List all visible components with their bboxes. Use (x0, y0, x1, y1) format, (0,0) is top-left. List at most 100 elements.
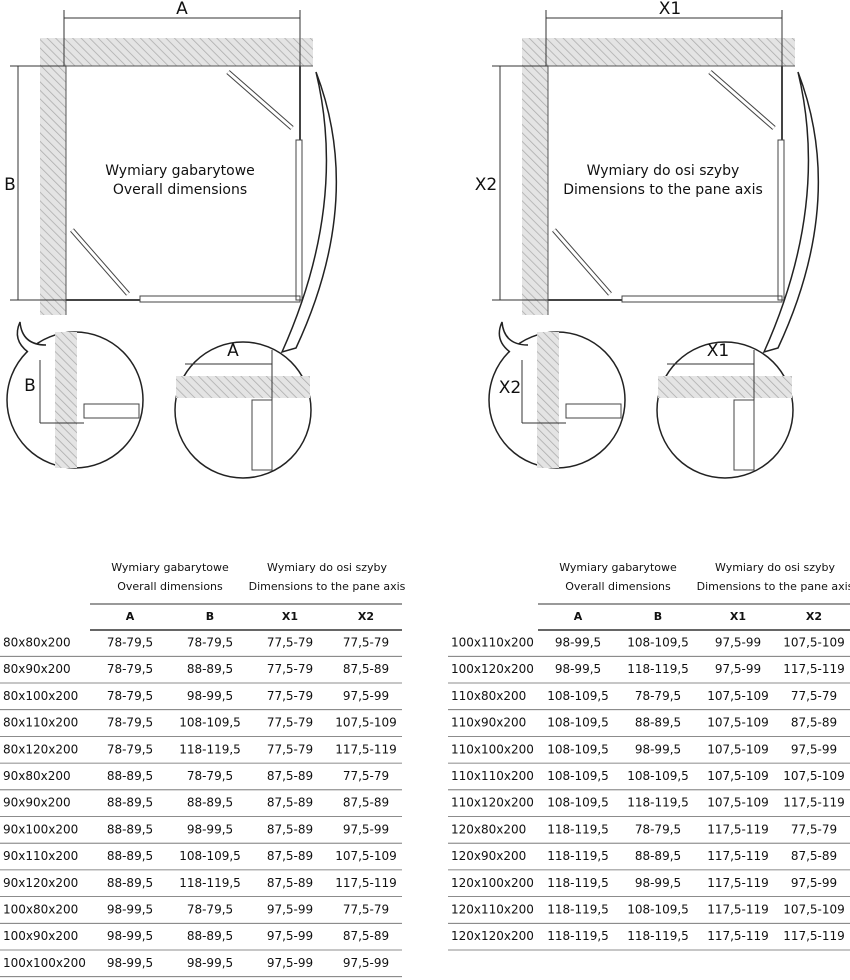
row-label: 80x90x200 (3, 662, 71, 676)
cell: 108-109,5 (627, 903, 689, 917)
cell: 118-119,5 (547, 929, 609, 943)
cell: 107,5-109 (707, 716, 769, 730)
cell: 87,5-89 (267, 796, 313, 810)
cell: 117,5-119 (783, 662, 845, 676)
diagram-overall: A B Wymiary gabarytowe Overall dimension… (4, 0, 336, 478)
plan-drawing (7, 10, 336, 478)
row-label: 100x100x200 (3, 956, 86, 970)
row-label: 110x110x200 (451, 769, 534, 783)
cell: 107,5-109 (707, 796, 769, 810)
cell: 107,5-109 (707, 742, 769, 756)
cell: 97,5-99 (343, 956, 389, 970)
cell: 107,5-109 (783, 769, 845, 783)
cell: 78-79,5 (107, 689, 153, 703)
row-label: 110x90x200 (451, 716, 526, 730)
row-label: 110x100x200 (451, 742, 534, 756)
cell: 88-89,5 (107, 849, 153, 863)
cell: 77,5-79 (267, 689, 313, 703)
column-header: B (206, 610, 214, 623)
diagram-axis: X1 X2 Wymiary do osi szyby Dimensions to… (475, 0, 819, 478)
row-label: 100x90x200 (3, 929, 78, 943)
tables: Wymiary gabarytowe Overall dimensions Wymi… (0, 561, 850, 978)
row-label: 110x120x200 (451, 796, 534, 810)
cell: 77,5-79 (791, 822, 837, 836)
cell: 97,5-99 (267, 929, 313, 943)
cell: 88-89,5 (187, 796, 233, 810)
cell: 117,5-119 (335, 742, 397, 756)
cell: 88-89,5 (107, 769, 153, 783)
group-header: Overall dimensions (565, 580, 671, 593)
group-header: Dimensions to the pane axis (697, 580, 850, 593)
cell: 98-99,5 (107, 929, 153, 943)
caption-en: Overall dimensions (113, 182, 247, 198)
cell: 118-119,5 (179, 876, 241, 890)
detail-side: B (24, 376, 36, 396)
cell: 117,5-119 (707, 929, 769, 943)
cell: 98-99,5 (555, 662, 601, 676)
cell: 118-119,5 (547, 822, 609, 836)
cell: 78-79,5 (107, 662, 153, 676)
cell: 78-79,5 (107, 716, 153, 730)
cell: 97,5-99 (267, 903, 313, 917)
row-label: 120x90x200 (451, 849, 526, 863)
cell: 97,5-99 (715, 662, 761, 676)
size-table: Wymiary gabarytowe Overall dimensions Wymi… (0, 561, 406, 978)
cell: 98-99,5 (107, 956, 153, 970)
cell: 97,5-99 (791, 876, 837, 890)
row-label: 120x100x200 (451, 876, 534, 890)
cell: 97,5-99 (343, 822, 389, 836)
cell: 97,5-99 (267, 956, 313, 970)
dim-side: B (4, 175, 16, 195)
row-label: 80x80x200 (3, 636, 71, 650)
cell: 87,5-89 (343, 929, 389, 943)
cell: 87,5-89 (791, 849, 837, 863)
cell: 118-119,5 (627, 662, 689, 676)
cell: 87,5-89 (267, 769, 313, 783)
cell: 88-89,5 (635, 849, 681, 863)
cell: 98-99,5 (187, 822, 233, 836)
column-header: X1 (730, 610, 746, 623)
row-label: 100x120x200 (451, 662, 534, 676)
cell: 118-119,5 (547, 903, 609, 917)
row-label: 80x120x200 (3, 742, 78, 756)
cell: 98-99,5 (107, 903, 153, 917)
caption-en: Dimensions to the pane axis (563, 182, 763, 198)
cell: 77,5-79 (791, 689, 837, 703)
cell: 88-89,5 (107, 796, 153, 810)
detail-top: X1 (707, 341, 729, 361)
group-header: Wymiary gabarytowe (559, 561, 677, 574)
detail-top: A (227, 341, 239, 361)
cell: 77,5-79 (343, 903, 389, 917)
cell: 97,5-99 (715, 636, 761, 650)
column-header: B (654, 610, 662, 623)
caption-pl: Wymiary do osi szyby (587, 163, 740, 179)
cell: 78-79,5 (187, 769, 233, 783)
cell: 98-99,5 (187, 956, 233, 970)
cell: 88-89,5 (187, 662, 233, 676)
row-label: 100x110x200 (451, 636, 534, 650)
cell: 87,5-89 (267, 876, 313, 890)
row-label: 110x80x200 (451, 689, 526, 703)
cell: 118-119,5 (627, 929, 689, 943)
cell: 108-109,5 (627, 769, 689, 783)
cell: 77,5-79 (267, 716, 313, 730)
cell: 97,5-99 (343, 689, 389, 703)
cell: 118-119,5 (179, 742, 241, 756)
row-label: 90x90x200 (3, 796, 71, 810)
cell: 88-89,5 (187, 929, 233, 943)
group-header: Overall dimensions (117, 580, 223, 593)
cell: 98-99,5 (187, 689, 233, 703)
cell: 108-109,5 (547, 796, 609, 810)
row-label: 100x80x200 (3, 903, 78, 917)
column-header: A (126, 610, 135, 623)
cell: 108-109,5 (547, 716, 609, 730)
cell: 98-99,5 (635, 876, 681, 890)
cell: 107,5-109 (335, 849, 397, 863)
cell: 108-109,5 (547, 769, 609, 783)
column-header: X2 (806, 610, 822, 623)
dim-side: X2 (475, 175, 497, 195)
row-label: 120x110x200 (451, 903, 534, 917)
cell: 87,5-89 (343, 662, 389, 676)
cell: 107,5-109 (783, 636, 845, 650)
